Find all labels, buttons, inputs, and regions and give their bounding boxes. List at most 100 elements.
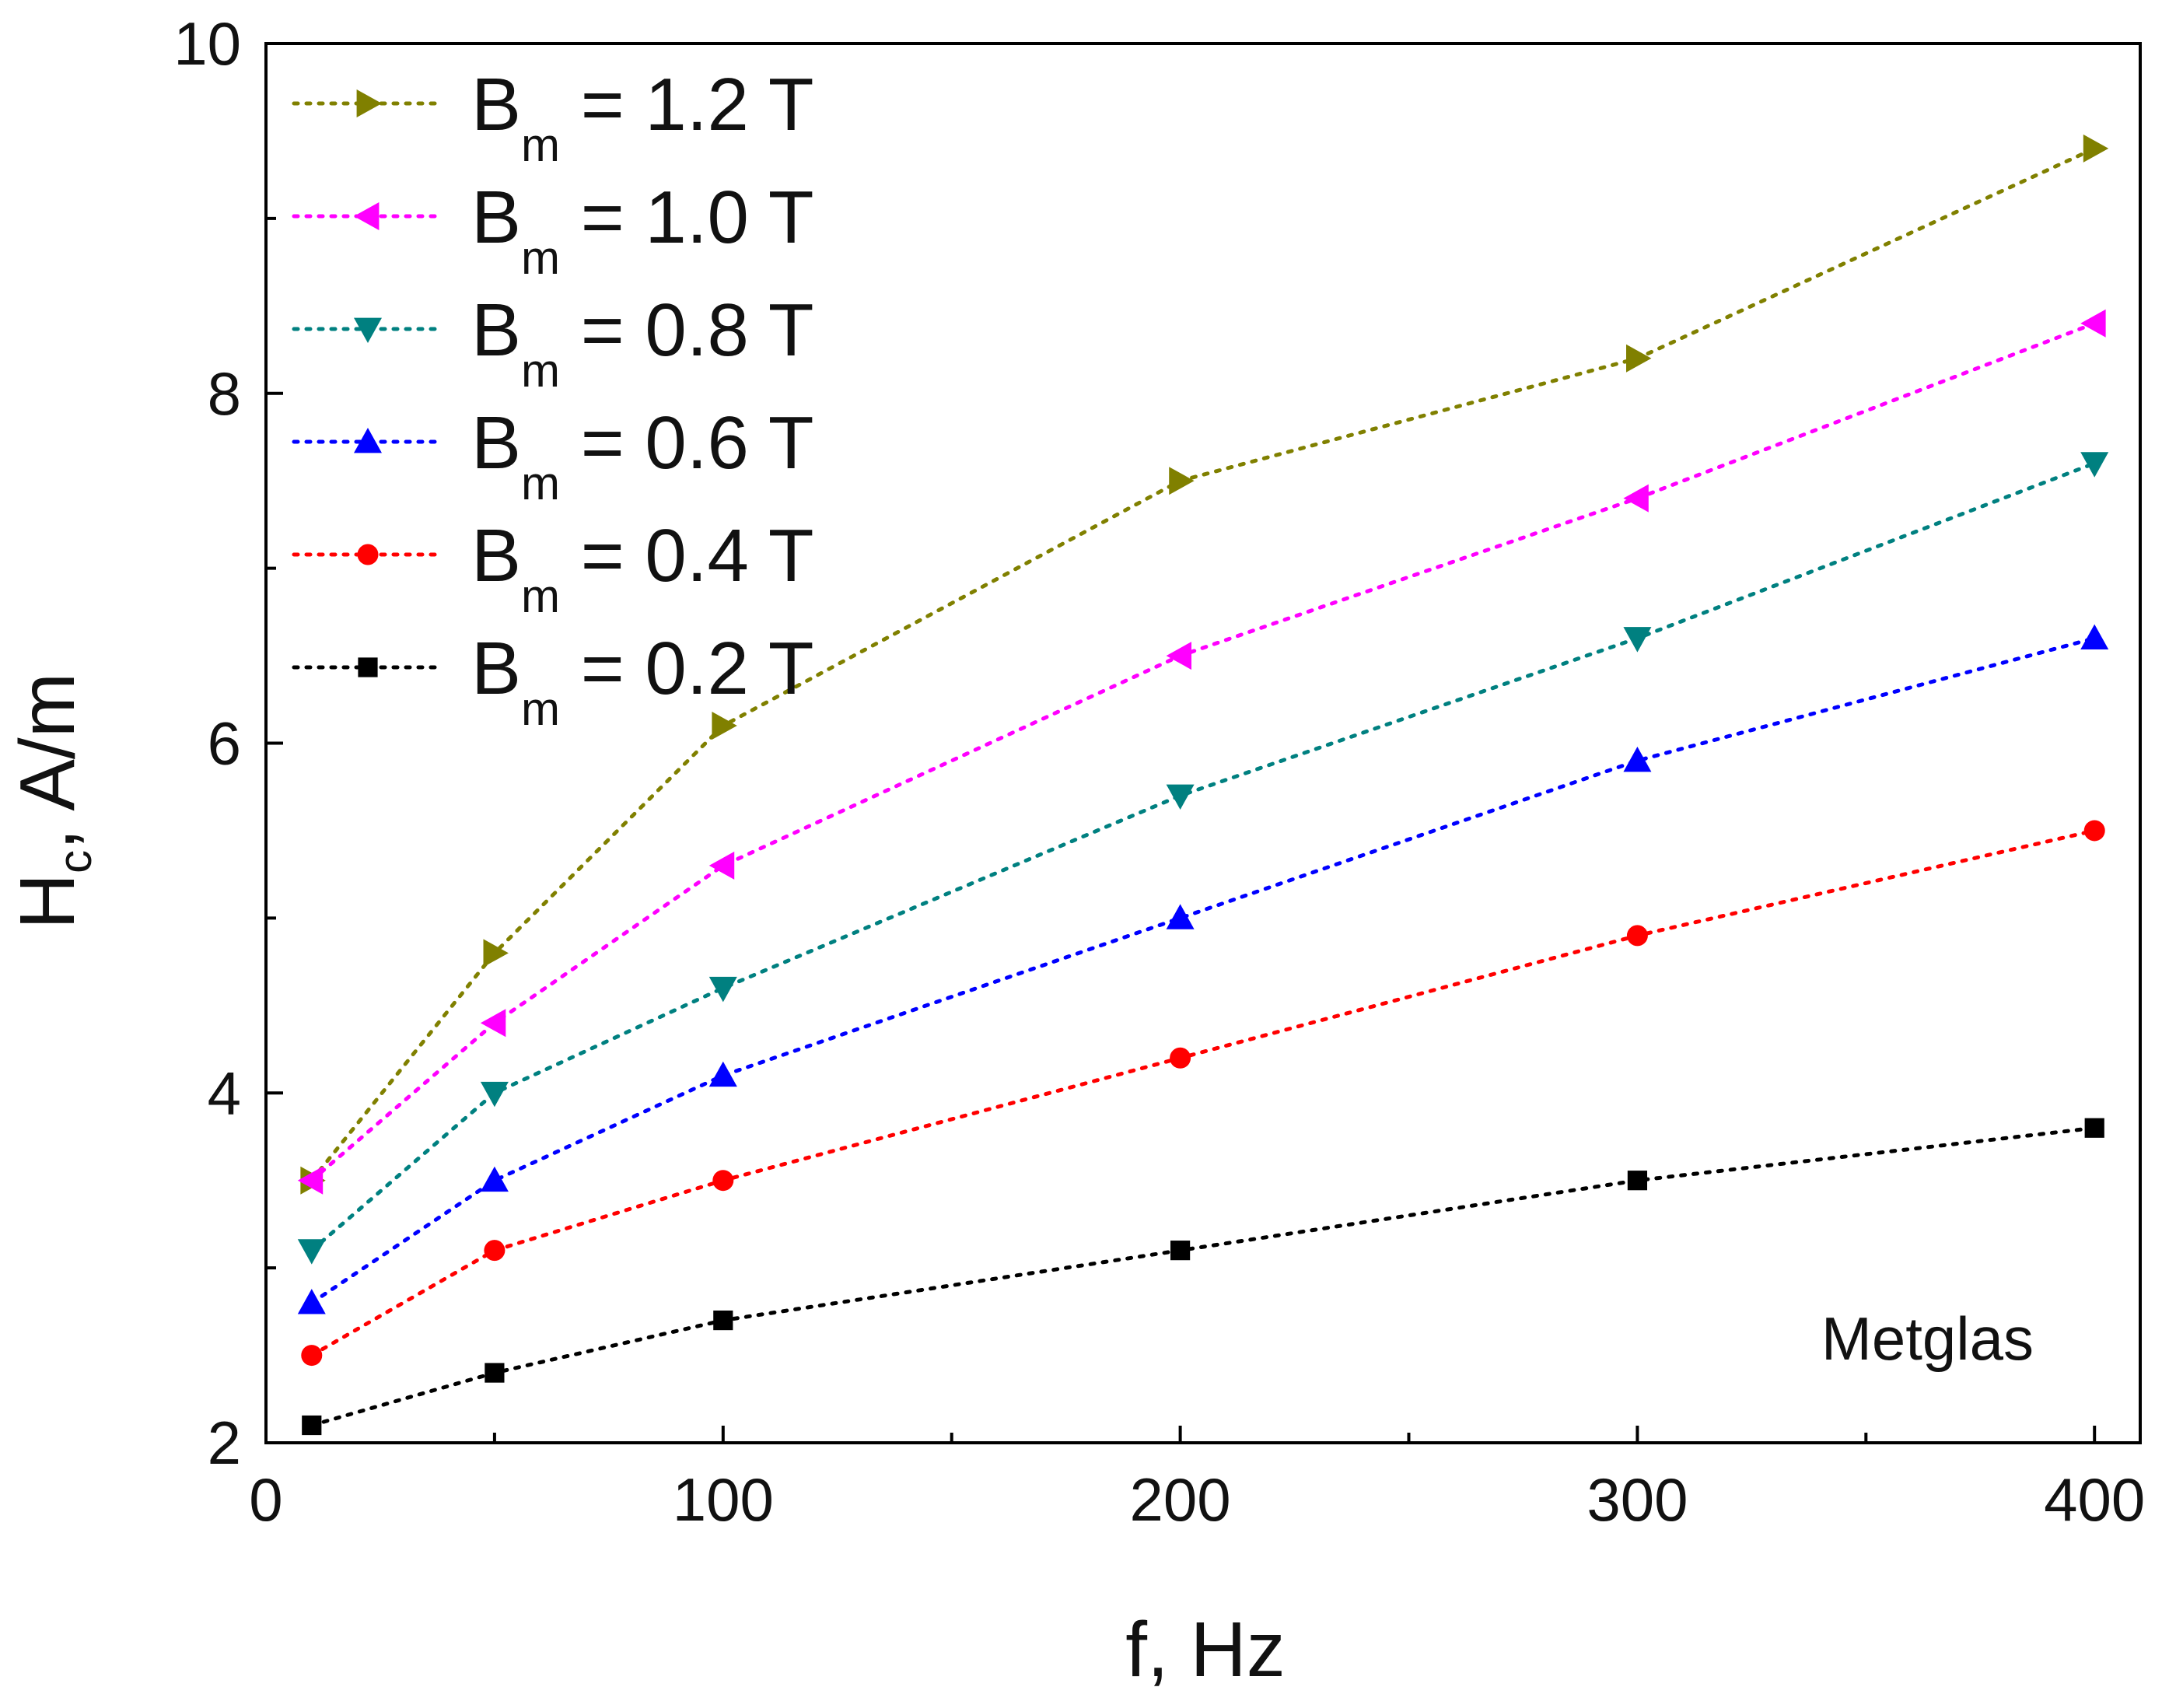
data-point (2080, 309, 2106, 338)
legend-subscript: m (521, 457, 560, 509)
series-line (310, 146, 2097, 1183)
data-point (297, 1239, 326, 1265)
data-point (2083, 134, 2109, 163)
legend-subscript: m (521, 119, 560, 171)
data-point (712, 1170, 734, 1192)
x-tick-label: 300 (1587, 1465, 1688, 1534)
legend-symbol: B (471, 514, 521, 597)
data-point (2080, 452, 2109, 478)
data-point (302, 1415, 322, 1436)
x-tick-label: 400 (2044, 1465, 2145, 1534)
legend-value: = 0.8 T (560, 289, 813, 372)
data-point (1166, 784, 1195, 810)
y-tick-label: 2 (208, 1409, 241, 1477)
legend-marker (358, 657, 378, 677)
legend-label: Bm = 1.0 T (471, 176, 813, 284)
series-line (310, 828, 2097, 1358)
legend-symbol: B (471, 627, 521, 710)
legend-subscript: m (521, 683, 560, 735)
data-point (297, 1166, 324, 1195)
x-tick-label: 0 (249, 1465, 282, 1534)
legend-label: Bm = 0.8 T (471, 289, 813, 397)
data-point (708, 976, 737, 1003)
legend-value: = 0.6 T (560, 401, 813, 485)
data-point (1169, 467, 1195, 495)
series-line (310, 1125, 2097, 1428)
legend-label: Bm = 0.4 T (471, 514, 813, 622)
legend-entry: Bm = 0.6 T (292, 401, 813, 509)
x-tick-label: 100 (673, 1465, 774, 1534)
legend-label: Bm = 0.6 T (471, 401, 813, 509)
x-axis-title: f, Hz (1125, 1606, 1286, 1693)
data-point (1626, 344, 1652, 373)
series-layer (297, 134, 2109, 1436)
y-tick-label: 4 (208, 1059, 241, 1127)
legend-subscript: m (521, 570, 560, 622)
data-point (485, 1363, 505, 1383)
series-line (310, 461, 2097, 1253)
data-point (708, 1061, 737, 1087)
legend-value: = 1.2 T (560, 63, 813, 146)
y-tick-label: 6 (208, 709, 241, 778)
data-point (1623, 484, 1649, 513)
legend-marker (356, 89, 382, 117)
legend-subscript: m (521, 345, 560, 397)
annotation-metglas: Metglas (1821, 1304, 2034, 1373)
data-point (2083, 820, 2105, 842)
data-point (708, 851, 735, 880)
data-point (1170, 1241, 1191, 1261)
data-point (1627, 1171, 1648, 1191)
series-line (310, 636, 2097, 1305)
legend-marker (354, 202, 380, 230)
series-2 (297, 452, 2109, 1265)
legend-marker (354, 428, 382, 453)
data-point (483, 939, 509, 968)
data-point (297, 1289, 326, 1314)
data-point (1166, 642, 1192, 670)
y-tick-label: 8 (208, 359, 241, 428)
data-point (712, 712, 737, 740)
legend-value: = 0.4 T (560, 514, 813, 597)
data-point (1166, 904, 1195, 929)
y-axis-title: Hc, A/m (4, 673, 101, 929)
legend-value: = 0.2 T (560, 627, 813, 710)
data-point (2080, 624, 2109, 649)
legend-entry: Bm = 0.8 T (292, 289, 813, 397)
series-1 (297, 309, 2106, 1195)
series-3 (297, 624, 2109, 1314)
data-point (480, 1166, 509, 1192)
data-point (1623, 627, 1652, 653)
legend-entry: Bm = 0.2 T (292, 627, 813, 735)
y-tick-label: 10 (173, 9, 241, 78)
data-point (480, 1081, 509, 1108)
data-point (713, 1310, 733, 1331)
legend-value: = 1.0 T (560, 176, 813, 259)
data-point (1626, 925, 1648, 947)
legend-marker (357, 544, 379, 565)
legend-label: Bm = 0.2 T (471, 627, 813, 735)
y-axis-title-rest: , A/m (4, 673, 91, 850)
series-4 (301, 820, 2105, 1367)
legend-symbol: B (471, 63, 521, 146)
series-line (310, 321, 2097, 1183)
data-point (2084, 1118, 2104, 1138)
data-point (301, 1345, 323, 1367)
series-0 (300, 134, 2109, 1195)
legend-entry: Bm = 0.4 T (292, 514, 813, 622)
y-axis-title-sub: c (49, 850, 101, 873)
data-point (1170, 1047, 1191, 1069)
series-5 (302, 1118, 2104, 1436)
data-point (480, 1009, 506, 1038)
x-tick-label: 200 (1130, 1465, 1231, 1534)
legend-symbol: B (471, 289, 521, 372)
data-point (1623, 746, 1652, 772)
legend: Bm = 1.2 TBm = 1.0 TBm = 0.8 TBm = 0.6 T… (292, 63, 813, 735)
axes: 0 100 200 300 400 2 4 6 8 10 (173, 9, 2145, 1534)
legend-label: Bm = 1.2 T (471, 63, 813, 171)
y-axis-title-main: H (4, 873, 91, 929)
legend-symbol: B (471, 176, 521, 259)
legend-entry: Bm = 1.0 T (292, 176, 813, 284)
legend-marker (354, 317, 382, 343)
legend-entry: Bm = 1.2 T (292, 63, 813, 171)
